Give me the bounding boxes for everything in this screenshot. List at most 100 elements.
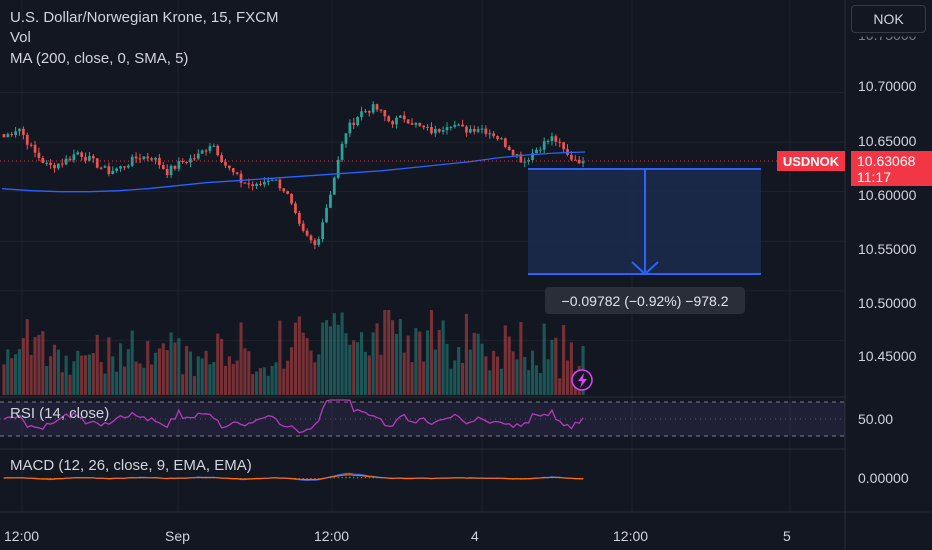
candle-body bbox=[297, 212, 301, 224]
candle-body bbox=[332, 177, 336, 195]
symbol-price-badge: USDNOK bbox=[777, 151, 845, 171]
candle bbox=[453, 120, 457, 129]
candle bbox=[360, 106, 363, 121]
candle bbox=[418, 122, 422, 127]
candle-body bbox=[56, 163, 60, 169]
volume-bar bbox=[185, 346, 189, 395]
macd-hist-bar bbox=[333, 477, 335, 479]
candle-body bbox=[6, 134, 10, 138]
macd-hist-bar bbox=[329, 477, 332, 479]
rsi-legend[interactable]: RSI (14, close) bbox=[10, 405, 110, 422]
macd-legend[interactable]: MACD (12, 26, close, 9, EMA, EMA) bbox=[10, 457, 252, 474]
candle-body bbox=[375, 104, 379, 110]
candle bbox=[581, 157, 585, 168]
candle bbox=[542, 137, 546, 154]
currency-button[interactable]: NOK bbox=[851, 5, 926, 33]
candle-body bbox=[2, 134, 6, 138]
candle-body bbox=[488, 133, 492, 135]
candle bbox=[507, 145, 511, 151]
candle bbox=[212, 143, 216, 147]
time-axis-label: 12:00 bbox=[613, 528, 649, 544]
candle bbox=[352, 117, 356, 129]
candle bbox=[169, 164, 173, 178]
current-price-value: 10.63068 bbox=[857, 153, 916, 169]
volume-bar bbox=[569, 342, 573, 395]
volume-bar bbox=[387, 310, 391, 395]
candle bbox=[321, 218, 325, 243]
volume-bar bbox=[52, 344, 57, 395]
volume-bar bbox=[480, 343, 484, 395]
volume-bar bbox=[251, 374, 255, 395]
vol-legend[interactable]: Vol bbox=[10, 29, 31, 46]
volume-bar bbox=[153, 352, 158, 395]
candle-body bbox=[507, 146, 511, 151]
volume-bar bbox=[282, 368, 286, 395]
volume-bar bbox=[445, 343, 449, 395]
candle-body bbox=[247, 183, 251, 185]
time-axis-label: 5 bbox=[783, 528, 791, 544]
candle bbox=[88, 151, 91, 162]
volume-bar bbox=[87, 354, 92, 395]
candle-body bbox=[95, 158, 99, 168]
candle-body bbox=[480, 128, 484, 130]
candle-body bbox=[53, 164, 56, 169]
candle bbox=[216, 144, 220, 157]
candle-body bbox=[558, 141, 562, 143]
volume-bar bbox=[336, 324, 340, 395]
candle bbox=[313, 238, 317, 250]
candle-body bbox=[402, 115, 406, 120]
candle bbox=[239, 170, 243, 188]
candle bbox=[344, 133, 348, 148]
chart-title: U.S. Dollar/Norwegian Krone, 15, FXCM bbox=[10, 9, 279, 26]
candle-body bbox=[165, 169, 169, 176]
macd-hist-bar bbox=[49, 478, 52, 479]
candle-body bbox=[317, 239, 321, 245]
macd-hist-bar bbox=[341, 476, 343, 479]
candle bbox=[2, 133, 6, 138]
volume-bar bbox=[488, 370, 492, 395]
candle-body bbox=[329, 194, 332, 208]
candle bbox=[37, 147, 41, 162]
macd-hist-bar bbox=[306, 478, 308, 479]
volume-bar bbox=[72, 361, 76, 395]
candle-body bbox=[270, 179, 274, 181]
candle-body bbox=[410, 123, 414, 125]
candle bbox=[274, 179, 278, 182]
candle bbox=[305, 228, 309, 237]
candle-body bbox=[554, 136, 558, 142]
candle-body bbox=[25, 134, 29, 145]
volume-bar bbox=[56, 349, 60, 395]
candle bbox=[294, 201, 297, 215]
ma-legend[interactable]: MA (200, close, 0, SMA, 5) bbox=[10, 50, 189, 67]
candle bbox=[406, 119, 410, 125]
volume-bar bbox=[212, 361, 216, 395]
volume-bar bbox=[441, 320, 445, 395]
candle bbox=[550, 132, 554, 146]
volume-bar bbox=[476, 333, 480, 395]
candle-body bbox=[515, 154, 519, 156]
volume-bar bbox=[227, 356, 231, 395]
candle bbox=[531, 148, 534, 163]
candle bbox=[154, 157, 157, 165]
volume-bar bbox=[550, 340, 554, 395]
volume-bar bbox=[118, 343, 123, 395]
candle bbox=[204, 148, 208, 156]
chart-grid bbox=[0, 0, 845, 512]
candle-body bbox=[243, 182, 247, 184]
volume-bar bbox=[437, 329, 441, 395]
candle-body bbox=[123, 166, 126, 168]
candle-body bbox=[181, 161, 185, 163]
candle bbox=[562, 141, 565, 153]
candle bbox=[422, 125, 426, 130]
candle bbox=[511, 149, 515, 156]
candle bbox=[95, 157, 99, 169]
candle bbox=[297, 210, 301, 227]
candle-body bbox=[107, 166, 111, 174]
candle-body bbox=[88, 156, 91, 161]
volume-bar bbox=[461, 362, 465, 395]
candle-body bbox=[18, 128, 21, 132]
candle-body bbox=[196, 153, 200, 159]
volume-bar bbox=[177, 338, 181, 395]
candle-body bbox=[371, 104, 375, 113]
